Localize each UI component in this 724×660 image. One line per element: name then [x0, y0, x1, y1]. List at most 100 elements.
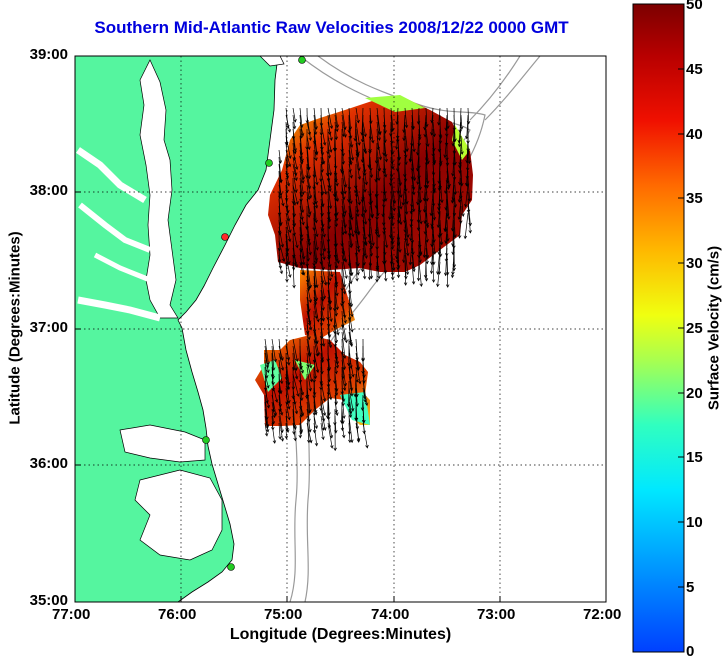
velocity-arrow — [362, 233, 368, 260]
velocity-arrow — [299, 240, 306, 266]
velocity-arrow — [367, 261, 372, 281]
james-river — [77, 296, 161, 322]
velocity-arrow — [341, 275, 347, 295]
velocity-arrow — [320, 233, 326, 261]
velocity-arrow — [404, 107, 409, 129]
albemarle-sound — [119, 424, 206, 463]
velocity-arrow — [313, 296, 320, 323]
velocity-arrow — [278, 401, 284, 416]
velocity-arrow — [334, 275, 339, 297]
velocity-arrow — [348, 212, 355, 238]
velocity-arrow — [313, 422, 319, 447]
velocity-arrow — [278, 261, 283, 275]
velocity-arrow — [285, 394, 291, 410]
pamlico-sound — [134, 469, 223, 561]
velocity-arrow — [299, 121, 305, 137]
velocity-arrow — [327, 422, 334, 449]
velocity-arrow — [327, 380, 333, 401]
velocity-arrow — [285, 149, 292, 168]
velocity-arrow — [418, 205, 423, 225]
colorbar-label: Surface Velocity (cm/s) — [705, 245, 723, 411]
velocity-arrow — [451, 156, 455, 177]
velocity-arrow — [299, 205, 305, 226]
velocity-arrow — [334, 345, 339, 361]
velocity-arrow — [341, 163, 348, 188]
velocity-arrow — [313, 338, 319, 357]
velocity-arrow — [348, 233, 353, 249]
velocity-arrow — [432, 135, 436, 152]
velocity-arrow — [369, 219, 375, 247]
velocity-arrow — [397, 198, 403, 226]
potomac-river — [76, 147, 147, 204]
velocity-arrow — [285, 170, 291, 187]
velocity-arrow — [264, 415, 270, 433]
velocity-arrow — [306, 282, 312, 304]
velocity-arrow — [320, 303, 325, 322]
velocity-arrow — [327, 135, 333, 153]
velocity-arrow — [383, 163, 388, 178]
velocity-arrow — [348, 387, 355, 412]
velocity-arrow — [306, 156, 311, 180]
velocity-arrow — [284, 422, 289, 440]
velocity-arrow — [355, 366, 359, 383]
velocity-arrow — [436, 261, 441, 288]
velocity-arrow — [362, 163, 368, 186]
velocity-arrow — [327, 254, 334, 278]
colorbar-tick-label: 40 — [686, 126, 703, 143]
x-tick-label: 72:00 — [583, 606, 622, 623]
velocity-arrow — [376, 156, 381, 182]
velocity-arrow — [299, 359, 304, 374]
velocity-arrow — [320, 226, 327, 252]
velocity-arrow — [285, 401, 291, 421]
velocity-arrow — [355, 156, 362, 180]
velocity-arrow — [467, 205, 472, 234]
velocity-arrow — [376, 114, 382, 136]
velocity-arrow — [383, 247, 387, 264]
radar-site — [265, 159, 273, 167]
velocity-arrow — [432, 142, 437, 164]
velocity-arrow — [411, 233, 415, 256]
velocity-arrow — [306, 359, 313, 383]
velocity-arrow — [306, 184, 311, 201]
velocity-arrow — [334, 184, 340, 202]
velocity-arrow — [464, 184, 469, 208]
velocity-arrow — [374, 212, 379, 236]
velocity-arrow — [320, 394, 327, 417]
map-grid — [75, 56, 606, 602]
velocity-arrow — [327, 177, 332, 193]
velocity-arrow — [439, 177, 444, 204]
velocity-arrow — [278, 415, 285, 442]
y-tick-label: 36:00 — [29, 455, 68, 472]
map-title: Southern Mid-Atlantic Raw Velocities 200… — [94, 18, 569, 37]
velocity-arrow — [292, 338, 299, 363]
velocity-arrow — [327, 296, 333, 323]
velocity-arrow — [285, 380, 291, 404]
velocity-arrow — [320, 170, 328, 195]
velocity-arrow — [404, 247, 410, 276]
velocity-arrow — [348, 135, 355, 161]
velocity-arrow — [271, 401, 276, 419]
velocity-arrow — [355, 422, 361, 442]
velocity-arrow — [453, 170, 458, 195]
velocity-arrow — [437, 233, 441, 256]
velocity-arrow — [383, 261, 388, 282]
velocity-arrow — [285, 114, 292, 133]
velocity-arrow — [271, 422, 277, 444]
velocity-arrow — [327, 107, 334, 130]
velocity-arrow — [451, 184, 456, 201]
velocity-arrow — [306, 121, 312, 136]
velocity-arrow — [341, 324, 347, 341]
velocity-arrow — [292, 422, 297, 442]
velocity-arrow — [306, 310, 313, 331]
velocity-arrow — [306, 345, 313, 369]
velocity-arrow — [404, 219, 410, 247]
velocity-arrow — [437, 191, 441, 207]
colorbar-tick-label: 25 — [686, 320, 703, 337]
colorbar-tick-label: 10 — [686, 514, 703, 531]
velocity-arrow — [285, 163, 290, 180]
velocity-arrow — [278, 352, 285, 371]
velocity-arrow — [360, 254, 365, 273]
velocity-arrow — [355, 261, 359, 282]
velocity-arrow — [327, 170, 332, 190]
